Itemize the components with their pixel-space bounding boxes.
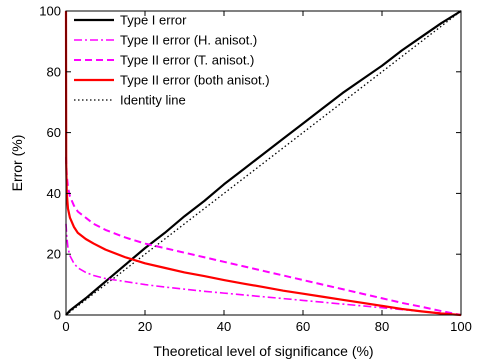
y-tick-label: 60	[47, 125, 61, 140]
series-line-type-ii-error-h-anisot	[65, 223, 462, 316]
y-tick-label: 0	[54, 308, 61, 323]
series-line-type-ii-error-both-anisot	[64, 10, 462, 317]
legend: Type I error Type II error (H. anisot.) Ty…	[74, 13, 270, 108]
legend-label-type-i-error: Type I error	[120, 13, 187, 28]
x-tick-label: 60	[296, 319, 310, 334]
y-axis-label: Error (%)	[9, 135, 25, 192]
series-line-type-ii-error-t-anisot	[65, 156, 462, 316]
y-tick-label: 100	[39, 4, 61, 19]
x-tick-label: 100	[450, 319, 472, 334]
y-axis: 0 20 40 60 80 100	[39, 4, 461, 323]
y-tick-label: 80	[47, 64, 61, 79]
series-line-identity-line	[65, 10, 462, 316]
x-tick-label: 20	[138, 319, 152, 334]
x-tick-label: 40	[217, 319, 231, 334]
y-tick-label: 40	[47, 186, 61, 201]
legend-label-type-ii-error-t-anisot: Type II error (T. anisot.)	[120, 53, 254, 68]
x-axis: 0 20 40 60 80 100	[62, 11, 472, 334]
y-tick-label: 20	[47, 247, 61, 262]
plot-lines	[64, 10, 462, 317]
legend-label-identity-line: Identity line	[120, 93, 186, 108]
plot-frame	[65, 10, 462, 316]
legend-label-type-ii-error-both-anisot: Type II error (both anisot.)	[120, 73, 270, 88]
series-line-type-i-error	[65, 10, 462, 316]
x-axis-label: Theoretical level of significance (%)	[153, 343, 373, 359]
x-tick-label: 80	[375, 319, 389, 334]
legend-label-type-ii-error-h-anisot: Type II error (H. anisot.)	[120, 33, 257, 48]
x-tick-label: 0	[62, 319, 69, 334]
